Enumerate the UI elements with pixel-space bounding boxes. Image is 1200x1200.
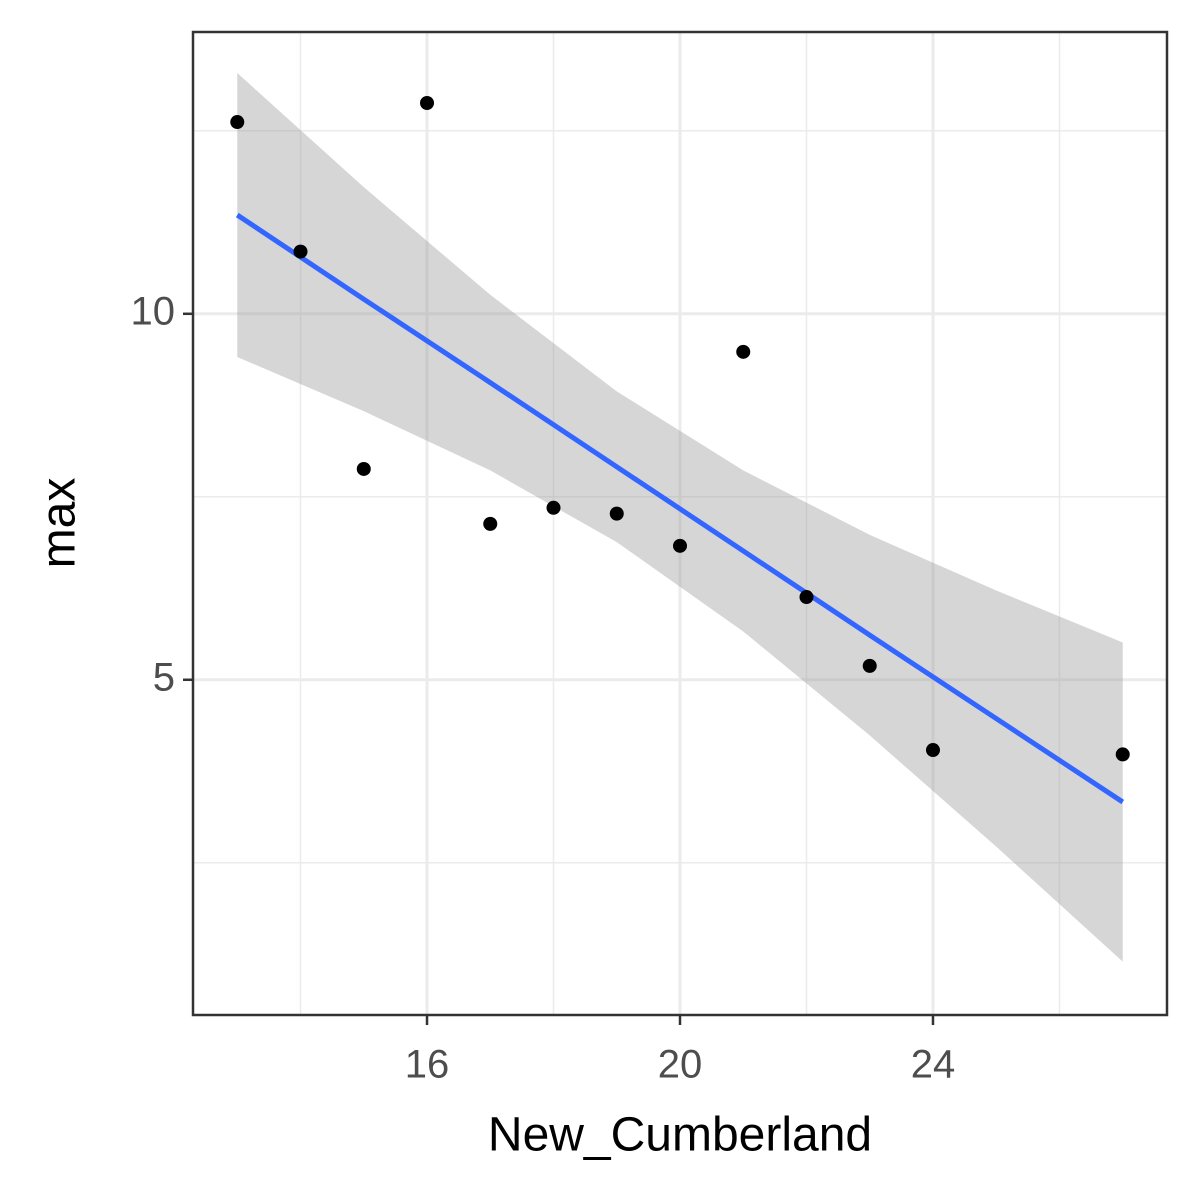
point [799, 590, 814, 605]
x-tick-label: 24 [911, 1043, 956, 1087]
x-tick-label: 16 [405, 1043, 450, 1087]
point [925, 743, 940, 758]
point [230, 115, 245, 130]
point [356, 461, 371, 476]
point [862, 658, 877, 673]
point [483, 516, 498, 531]
point [293, 244, 308, 259]
x-tick-label: 20 [658, 1043, 703, 1087]
point [673, 538, 687, 553]
point [1115, 747, 1130, 762]
fit-line [235, 212, 1125, 805]
point [736, 344, 751, 359]
point [546, 500, 561, 515]
point [609, 506, 624, 521]
x-axis-title: New_Cumberland [488, 1109, 872, 1162]
y-tick-label: 5 [153, 655, 175, 699]
confidence-band [237, 72, 1123, 962]
panel-border [191, 30, 1169, 1017]
point [420, 95, 435, 110]
y-axis-title: max [33, 478, 86, 569]
y-tick-label: 10 [131, 289, 176, 333]
